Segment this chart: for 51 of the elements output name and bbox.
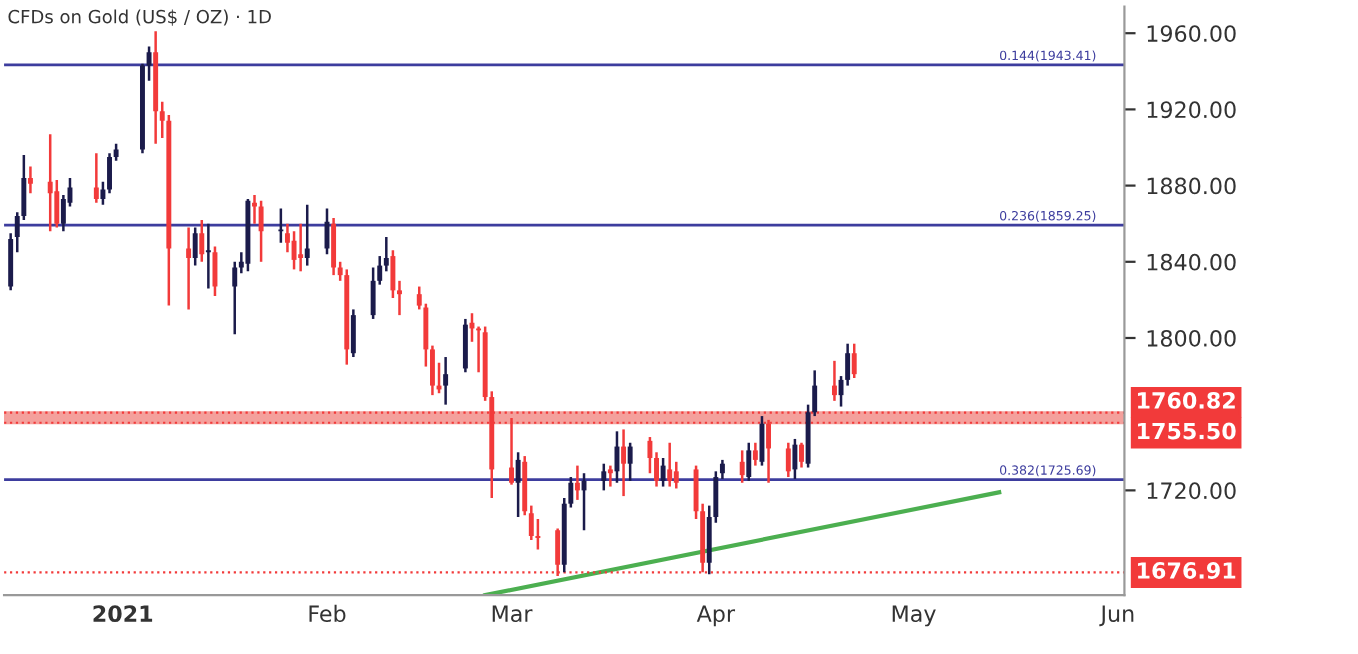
candlestick: [443, 355, 449, 406]
candlestick: [627, 441, 633, 483]
candlestick: [759, 414, 765, 467]
x-tick-label: Mar: [492, 605, 533, 623]
x-tick-label: Feb: [309, 604, 346, 623]
candlestick: [746, 441, 752, 483]
chart-title: CFDs on Gold (US$ / OZ) · 1D: [8, 9, 271, 26]
candlestick: [739, 449, 745, 484]
candlestick: [621, 428, 627, 498]
candlestick: [515, 451, 521, 519]
candlestick: [831, 359, 837, 403]
candlestick: [258, 199, 264, 264]
y-tick-label: 1920.00: [1147, 101, 1236, 119]
candlestick: [199, 218, 205, 264]
candlestick: [93, 151, 99, 204]
ref-line-label: 1760.82: [1138, 392, 1235, 409]
candlestick: [660, 456, 666, 488]
x-tick-label: May: [892, 605, 936, 627]
x-tick-label: Jun: [1099, 605, 1134, 627]
candlestick: [792, 437, 798, 481]
candlestick: [752, 441, 758, 467]
candlestick: [291, 230, 297, 271]
candlestick: [278, 207, 284, 244]
x-tick-label: 2021: [93, 605, 153, 623]
candlestick: [205, 222, 211, 290]
candlestick: [47, 132, 53, 233]
candlestick: [667, 441, 673, 488]
candlestick: [27, 165, 33, 195]
candlestick: [212, 245, 218, 298]
candlestick: [304, 203, 310, 267]
y-tick-label: 1800.00: [1147, 329, 1236, 347]
candlestick: [785, 441, 791, 479]
y-tick-label: 1720.00: [1147, 482, 1236, 500]
candlestick: [462, 317, 468, 374]
ref-line-label: 1676.91: [1138, 562, 1236, 579]
candlestick: [186, 226, 192, 311]
candlestick: [331, 216, 337, 277]
candlestick: [298, 222, 304, 273]
candlestick: [574, 464, 580, 502]
y-tick-label: 1960.00: [1147, 25, 1236, 42]
candlestick: [851, 342, 857, 380]
candlestick: [232, 260, 238, 336]
candlestick: [601, 462, 607, 492]
y-tick-label: 1880.00: [1147, 177, 1236, 195]
candlestick: [192, 226, 198, 267]
candlestick: [607, 464, 613, 488]
candlestick: [350, 308, 356, 359]
x-tick-label: Apr: [696, 605, 736, 627]
ref-line-label: 1755.50: [1138, 422, 1236, 440]
y-tick-label: 1840.00: [1147, 253, 1236, 271]
candlestick: [799, 441, 804, 469]
